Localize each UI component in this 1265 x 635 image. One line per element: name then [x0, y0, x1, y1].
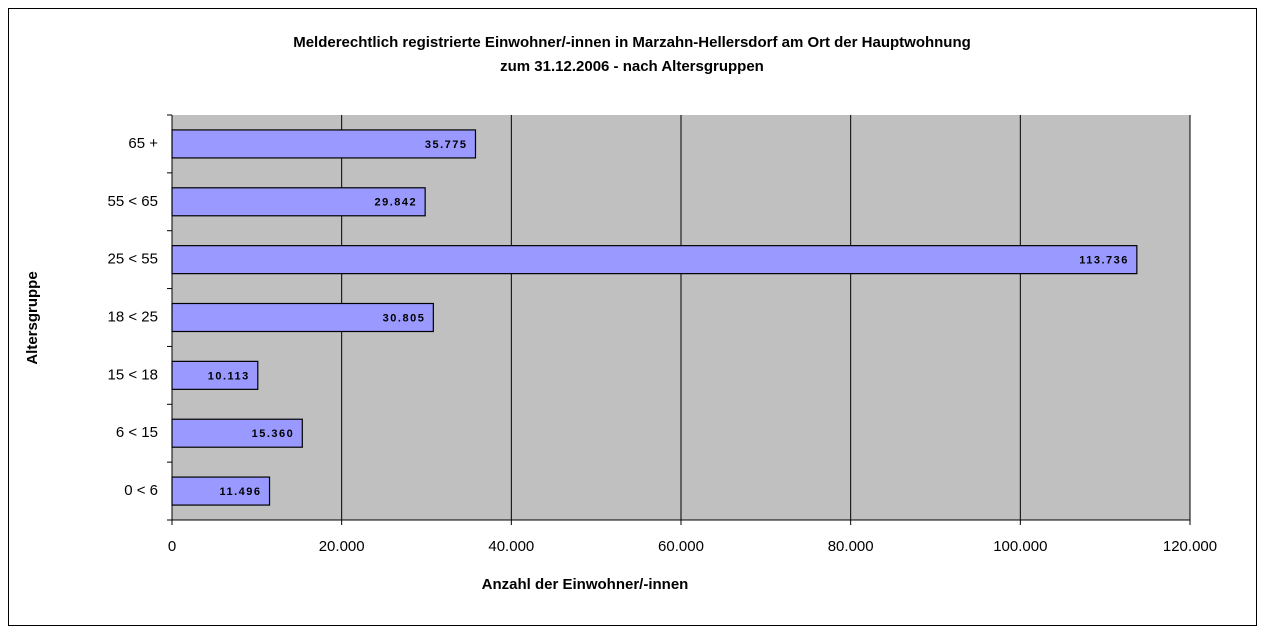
- y-tick-label: 0 < 6: [124, 482, 158, 499]
- value-label: 30.805: [383, 312, 426, 324]
- chart-title: Melderechtlich registrierte Einwohner/-i…: [293, 34, 971, 51]
- chart-subtitle: zum 31.12.2006 - nach Altersgruppen: [500, 58, 764, 75]
- y-tick-label: 6 < 15: [116, 424, 158, 441]
- x-tick-label: 20.000: [319, 538, 365, 555]
- x-tick-label: 100.000: [993, 538, 1047, 555]
- y-tick-label: 18 < 25: [108, 308, 158, 325]
- value-label: 11.496: [219, 486, 261, 498]
- value-label: 35.775: [425, 139, 468, 151]
- y-tick-label: 65 +: [128, 135, 158, 152]
- x-tick-label: 80.000: [828, 538, 874, 555]
- x-tick-label: 60.000: [658, 538, 704, 555]
- y-tick-label: 15 < 18: [108, 366, 158, 383]
- y-axis-title: Altersgruppe: [24, 271, 41, 364]
- x-tick-label: 0: [168, 538, 176, 555]
- x-axis-title: Anzahl der Einwohner/-innen: [482, 576, 689, 593]
- y-tick-label: 55 < 65: [108, 193, 158, 210]
- value-label: 113.736: [1079, 255, 1129, 267]
- bar: [171, 476, 271, 506]
- x-tick-label: 120.000: [1163, 538, 1217, 555]
- bar: [171, 187, 426, 217]
- value-label: 15.360: [252, 428, 295, 440]
- y-tick-label: 25 < 55: [108, 251, 158, 268]
- bar: [171, 129, 477, 159]
- value-label: 29.842: [375, 197, 418, 209]
- value-label: 10.113: [208, 370, 250, 382]
- bar: [171, 360, 259, 390]
- bar: [171, 302, 434, 333]
- bar: [171, 245, 1138, 275]
- x-tick-label: 40.000: [488, 538, 534, 555]
- bar: [171, 418, 303, 448]
